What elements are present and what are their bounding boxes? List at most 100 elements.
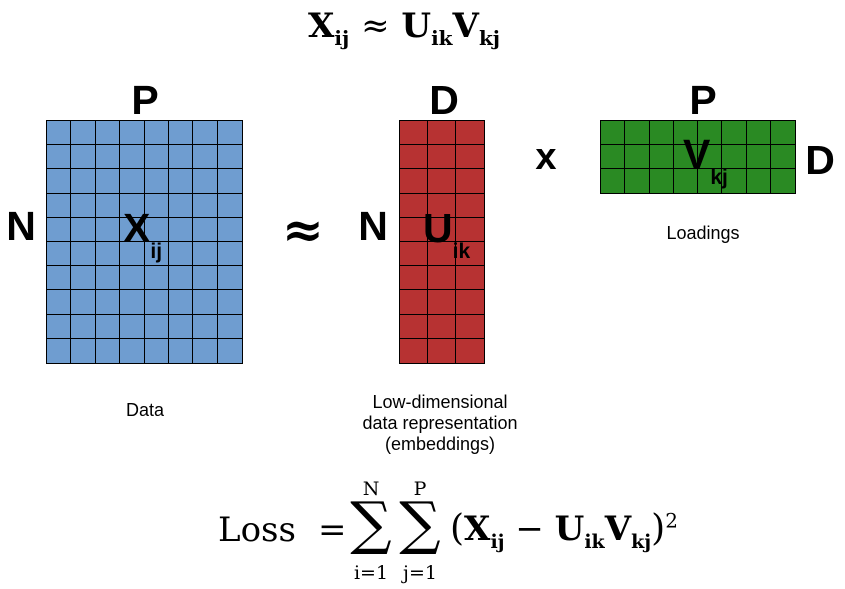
matrix-v-top-label: P: [689, 77, 717, 123]
matrix-cell: [168, 290, 194, 315]
matrix-cell: [168, 169, 194, 194]
matrix-cell: [169, 338, 194, 363]
sum2-upper: P: [413, 478, 427, 500]
matrix-cell: [120, 338, 145, 363]
matrix-cell: [400, 145, 428, 170]
matrix-cell: [71, 145, 96, 170]
matrix-cell: [95, 121, 121, 146]
matrix-cell: [428, 145, 456, 170]
loss-power: 2: [665, 508, 678, 533]
matrix-cell: [456, 169, 484, 194]
matrix-x-subscript: ij: [150, 240, 163, 263]
loss-formula: Loss = N ∑ i=1 P ∑ j=1 (Xij − UikVkj)2: [218, 478, 718, 588]
loss-x-sub: ij: [490, 530, 505, 553]
matrix-cell: [168, 145, 194, 170]
matrix-u-symbol: Uik: [423, 205, 470, 264]
matrix-x-grid: [46, 120, 243, 364]
top-formula-x: X: [308, 6, 335, 46]
matrix-cell: [120, 121, 145, 146]
matrix-cell: [71, 266, 96, 291]
matrix-cell: [698, 169, 723, 193]
matrix-cell: [746, 145, 771, 169]
matrix-cell: [673, 145, 698, 169]
sum1-sigma: ∑: [350, 489, 392, 557]
matrix-cell: [746, 121, 771, 145]
matrix-x-symbol: Xij: [123, 205, 162, 264]
loss-u-sub: ik: [584, 530, 605, 553]
matrix-cell: [428, 266, 456, 291]
matrix-cell: [428, 121, 456, 146]
matrix-cell: [747, 169, 771, 193]
sum1-upper: N: [362, 478, 380, 500]
matrix-cell: [71, 314, 96, 339]
matrix-cell: [400, 266, 428, 291]
matrix-cell: [601, 145, 626, 169]
matrix-cell: [428, 193, 456, 218]
matrix-cell: [71, 193, 96, 218]
matrix-cell: [47, 193, 72, 218]
matrix-cell: [95, 242, 121, 267]
matrix-v-letter: V: [683, 131, 711, 177]
matrix-u-top-label: D: [429, 77, 459, 123]
matrix-cell: [168, 193, 194, 218]
matrix-cell: [722, 121, 747, 145]
matrix-u-caption: Low-dimensional data representation (emb…: [330, 392, 550, 455]
matrix-cell: [625, 169, 650, 193]
matrix-cell: [218, 339, 242, 363]
matrix-cell: [400, 121, 428, 146]
matrix-cell: [71, 169, 96, 194]
matrix-cell: [71, 290, 96, 315]
matrix-v-caption: Loadings: [666, 223, 740, 243]
loss-minus: −: [515, 509, 544, 549]
matrix-x-letter: X: [123, 205, 151, 251]
matrix-cell: [120, 193, 145, 218]
matrix-cell: [47, 338, 72, 363]
matrix-cell: [400, 338, 428, 363]
matrix-cell: [47, 121, 72, 146]
matrix-u-letter: U: [423, 205, 453, 251]
loss-v-sub: kj: [631, 530, 652, 553]
matrix-cell: [168, 121, 194, 146]
matrix-cell: [217, 218, 242, 242]
top-formula-x-sub: ij: [334, 25, 350, 50]
matrix-cell: [144, 290, 169, 315]
matrix-cell: [144, 169, 169, 194]
matrix-u-caption-line-3: (embeddings): [384, 434, 496, 454]
matrix-cell: [168, 217, 194, 242]
matrix-cell: [400, 169, 428, 194]
matrix-cell: [71, 242, 96, 267]
matrix-cell: [625, 145, 650, 169]
matrix-u-caption-line-2: data representation: [362, 413, 518, 433]
matrix-cell: [47, 314, 72, 339]
matrix-cell: [400, 193, 428, 218]
matrix-cell: [456, 145, 484, 170]
matrix-cell: [456, 121, 484, 146]
matrix-cell: [650, 169, 674, 193]
matrix-cell: [217, 169, 242, 194]
matrix-cell: [217, 315, 242, 339]
matrix-cell: [217, 145, 242, 170]
matrix-cell: [120, 145, 145, 170]
matrix-cell: [428, 290, 456, 315]
matrix-cell: [217, 290, 242, 315]
matrix-cell: [47, 169, 72, 194]
loss-v: V: [604, 509, 632, 549]
loss-expression: (Xij − UikVkj)2: [450, 508, 678, 553]
matrix-cell: [47, 266, 72, 291]
matrix-cell: [193, 338, 218, 363]
loss-u: U: [554, 509, 585, 549]
matrix-cell: [770, 121, 795, 145]
times-symbol: x: [535, 136, 557, 178]
matrix-cell: [601, 169, 626, 193]
matrix-cell: [193, 242, 218, 267]
top-formula-v-sub: kj: [478, 25, 501, 50]
loss-x: X: [464, 509, 491, 549]
matrix-cell: [144, 193, 169, 218]
matrix-cell: [456, 290, 484, 315]
matrix-cell: [144, 121, 169, 146]
matrix-cell: [674, 169, 698, 193]
matrix-cell: [120, 290, 145, 315]
matrix-cell: [95, 314, 121, 339]
matrix-cell: [95, 266, 121, 291]
matrix-cell: [193, 217, 218, 242]
